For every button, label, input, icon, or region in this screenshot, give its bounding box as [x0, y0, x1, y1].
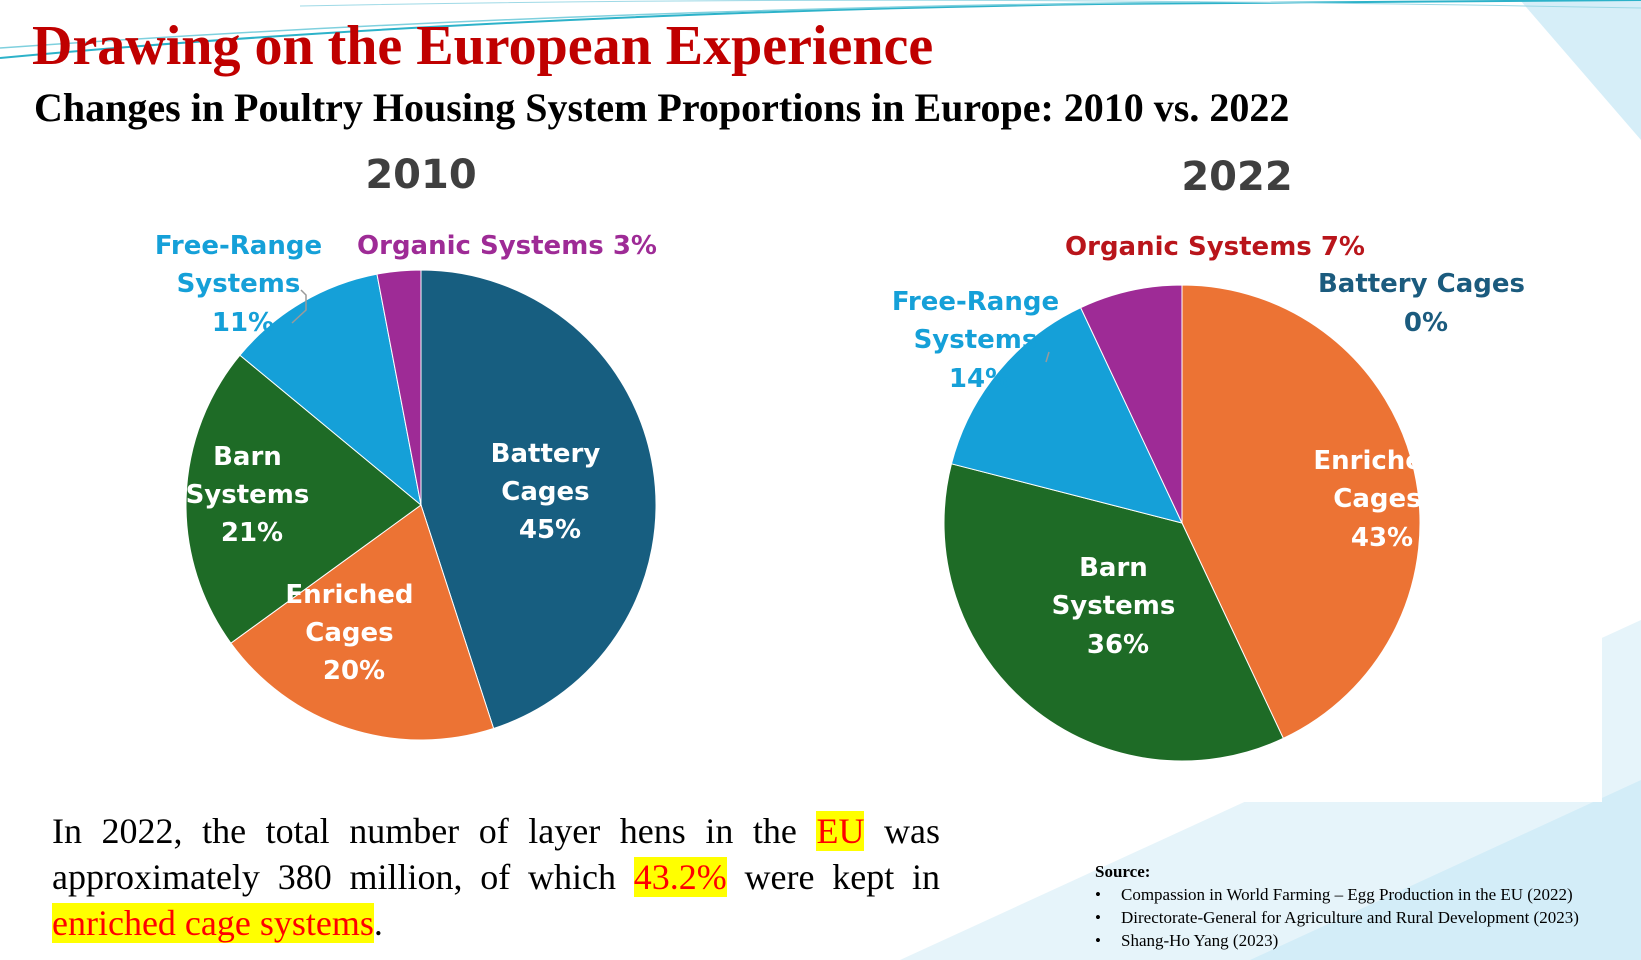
source-item: Directorate-General for Agriculture and …: [1095, 906, 1635, 929]
label-line: 45%: [519, 515, 581, 545]
pie-slice-barn-2010: [185, 354, 422, 644]
label-line: Systems: [177, 269, 301, 299]
chart-2010-panel: 2010 Battery Cages 45% Enriched Cages 20…: [38, 142, 816, 810]
slice-label-enriched-2010: Enriched Cages 20%: [285, 580, 422, 686]
pie-slice-enriched-2010: [230, 504, 495, 741]
slide-title: Drawing on the European Experience: [32, 15, 934, 77]
label-line: Organic Systems 3%: [357, 231, 657, 261]
pie-slice-organic-2022: [1079, 284, 1183, 524]
slice-label-free-range-2010: Free-Range Systems 11%: [155, 231, 331, 338]
label-line: Cages: [305, 618, 393, 648]
label-line: Enriched: [285, 580, 413, 610]
pie-slices-2010: [185, 269, 657, 741]
slice-label-enriched-2022: Enriched Cages 43%: [1313, 446, 1450, 553]
label-line: 43%: [1351, 523, 1413, 553]
pie-chart-2010: 2010 Battery Cages 45% Enriched Cages 20…: [155, 152, 657, 741]
pie-slice-barn-2022: [943, 463, 1285, 762]
pie-slice-free-range-2010: [239, 273, 422, 507]
source-block: Source: Compassion in World Farming – Eg…: [1095, 860, 1635, 952]
highlight-eu: EU: [816, 811, 865, 851]
chart-2022-panel: 2022 Battery Cages 0% Enriched Cages 43%…: [858, 142, 1602, 802]
slice-label-free-range-2022: Free-Range Systems 14%: [892, 287, 1068, 394]
source-list: Compassion in World Farming – Egg Produc…: [1095, 883, 1635, 952]
label-line: Enriched: [1313, 446, 1441, 476]
label-line: 36%: [1087, 630, 1149, 660]
label-line: Free-Range: [155, 231, 322, 261]
label-line: 0%: [1404, 308, 1448, 338]
label-line: 21%: [221, 518, 283, 548]
label-line: Systems: [186, 480, 310, 510]
label-line: Cages: [501, 477, 589, 507]
slide-subtitle: Changes in Poultry Housing System Propor…: [34, 85, 1290, 130]
slice-label-barn-2010: Barn Systems 21%: [186, 442, 319, 548]
label-line: Battery: [491, 439, 601, 469]
label-line: Free-Range: [892, 287, 1059, 317]
pie-slice-organic-2010: [376, 269, 422, 506]
summary-text: were kept in: [726, 857, 940, 897]
leader-line-free-range-2022: [1045, 351, 1050, 363]
highlight-enriched-cage: enriched cage systems: [52, 903, 374, 943]
slice-label-battery-2022: Battery Cages 0%: [1318, 269, 1534, 338]
summary-text: .: [373, 903, 383, 943]
label-line: Systems: [914, 325, 1038, 355]
label-line: Organic Systems 7%: [1065, 232, 1365, 262]
slice-label-organic-2010: Organic Systems 3%: [357, 231, 657, 261]
leader-line-free-range-2010: [291, 289, 307, 324]
label-line: 14%: [949, 364, 1011, 394]
summary-text: was approximately 380 million, of which: [52, 811, 941, 897]
label-line: Systems: [1052, 591, 1176, 621]
slice-label-organic-2022: Organic Systems 7%: [1065, 232, 1365, 262]
chart-title-2010: 2010: [365, 152, 476, 198]
source-item: Compassion in World Farming – Egg Produc…: [1095, 883, 1635, 906]
pie-slice-enriched-2022: [1181, 284, 1421, 740]
pie-slice-battery-2010: [420, 269, 657, 730]
label-line: 11%: [212, 308, 274, 338]
source-title: Source:: [1095, 862, 1151, 881]
slice-label-barn-2022: Barn Systems 36%: [1052, 553, 1185, 660]
highlight-percentage: 43.2%: [633, 857, 727, 897]
pie-slices-2022: [943, 284, 1421, 762]
pie-slice-free-range-2022: [950, 306, 1183, 524]
label-line: Cages: [1333, 484, 1421, 514]
source-item: Shang-Ho Yang (2023): [1095, 929, 1635, 952]
label-line: Barn: [213, 442, 282, 472]
summary-paragraph: In 2022, the total number of layer hens …: [52, 808, 940, 946]
slice-label-battery-2010: Battery Cages 45%: [491, 439, 610, 545]
label-line: Battery Cages: [1318, 269, 1525, 299]
label-line: 20%: [323, 656, 385, 686]
summary-text: In 2022, the total number of layer hens …: [52, 811, 817, 851]
label-line: Barn: [1079, 553, 1148, 583]
pie-chart-2022: 2022 Battery Cages 0% Enriched Cages 43%…: [892, 154, 1534, 762]
chart-title-2022: 2022: [1181, 154, 1292, 200]
